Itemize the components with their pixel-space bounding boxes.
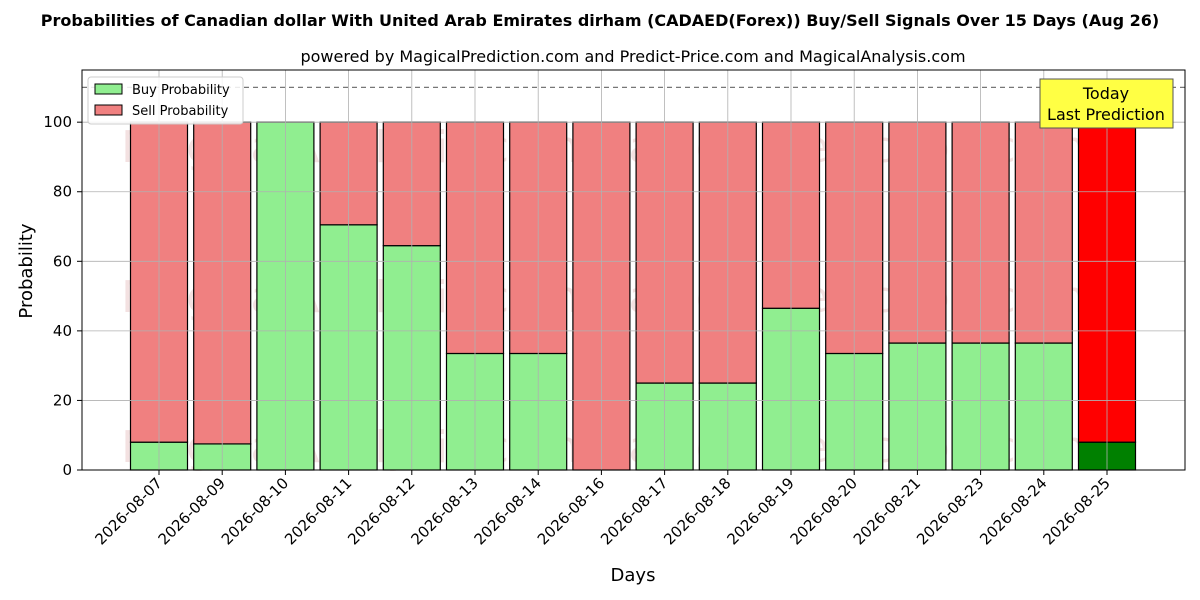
x-tick-label: 2026-08-13 [407,474,481,548]
chart-title: Probabilities of Canadian dollar With Un… [41,11,1159,30]
legend-swatch [94,104,123,116]
today-annotation: Today Last Prediction [1039,78,1174,129]
legend: Buy Probability Sell Probability [87,76,244,125]
legend-swatch [94,83,123,95]
y-tick-label: 40 [53,322,72,340]
x-axis-label: Days [611,565,656,586]
y-tick-label: 80 [53,183,72,201]
x-tick-label: 2026-08-17 [597,474,671,548]
y-tick-label: 0 [62,461,72,479]
x-tick-label: 2026-08-25 [1039,474,1113,548]
x-tick-label: 2026-08-23 [913,474,987,548]
annotation-box [1039,78,1174,129]
x-tick-label: 2026-08-24 [976,474,1050,548]
annotation-line1: Today [1082,84,1129,103]
plot-frame [81,69,1186,471]
y-tick-label: 100 [43,113,72,131]
x-tick-label: 2026-08-11 [281,474,355,548]
plot-area: MagicalAnalysis.comMagicalPrediction.com… [43,69,1186,548]
y-axis-label: Probability [16,223,37,318]
legend-box [87,76,244,125]
x-tick-label: 2026-08-19 [723,474,797,548]
y-tick-label: 60 [53,252,72,270]
x-tick-label: 2026-08-07 [91,474,165,548]
x-tick-label: 2026-08-16 [534,474,608,548]
x-tick-label: 2026-08-21 [850,474,924,548]
annotation-line2: Last Prediction [1047,105,1165,124]
y-tick-label: 20 [53,391,72,409]
chart-subtitle: powered by MagicalPrediction.com and Pre… [300,47,965,66]
legend-label: Buy Probability [132,83,230,98]
x-tick-label: 2026-08-12 [344,474,418,548]
x-tick-label: 2026-08-09 [155,474,229,548]
x-tick-label: 2026-08-10 [218,474,292,548]
legend-label: Sell Probability [132,104,229,119]
x-tick-label: 2026-08-14 [471,474,545,548]
x-tick-label: 2026-08-20 [787,474,861,548]
x-tick-label: 2026-08-18 [660,474,734,548]
